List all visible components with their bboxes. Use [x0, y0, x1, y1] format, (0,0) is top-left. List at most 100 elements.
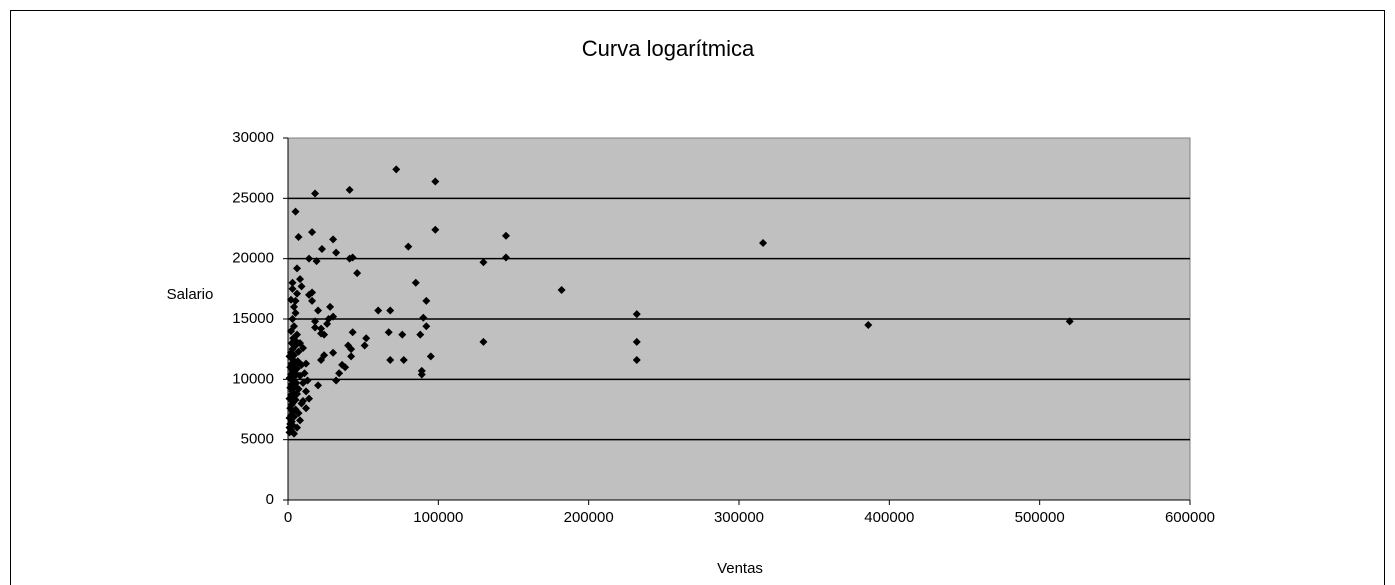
x-tick-label: 600000 [1165, 509, 1215, 526]
point [326, 302, 335, 311]
point [501, 253, 510, 262]
y-axis-label: Salario [167, 286, 214, 303]
point [557, 286, 566, 295]
point [299, 343, 308, 352]
point [392, 165, 401, 174]
point [297, 282, 306, 291]
x-tick-label: 0 [284, 509, 292, 526]
point [362, 334, 371, 343]
point [431, 225, 440, 234]
point [300, 369, 309, 378]
point [416, 330, 425, 339]
point [348, 328, 357, 337]
point [291, 207, 300, 216]
point [335, 369, 344, 378]
point [294, 384, 303, 393]
point [386, 306, 395, 315]
point [294, 347, 303, 356]
point [422, 296, 431, 305]
x-tick-label: 500000 [1015, 509, 1065, 526]
point [296, 416, 305, 425]
point [329, 235, 338, 244]
point [479, 337, 488, 346]
point [345, 185, 354, 194]
point [290, 429, 299, 438]
point [288, 278, 297, 287]
x-tick-label: 200000 [564, 509, 614, 526]
point [1065, 317, 1074, 326]
point [417, 370, 426, 379]
point [353, 269, 362, 278]
point [303, 376, 312, 385]
point [332, 248, 341, 257]
point [501, 231, 510, 240]
point [479, 258, 488, 267]
y-tick-label: 5000 [241, 431, 274, 448]
point [317, 245, 326, 254]
point [360, 341, 369, 350]
point [311, 323, 320, 332]
point [422, 322, 431, 331]
point [290, 412, 299, 421]
point [293, 289, 302, 298]
point [419, 313, 428, 322]
point [308, 296, 317, 305]
point [288, 315, 297, 323]
point [404, 242, 413, 251]
point [290, 322, 299, 331]
point [632, 337, 641, 346]
point [293, 423, 302, 432]
y-tick-label: 20000 [232, 250, 274, 267]
point [297, 399, 306, 408]
point [311, 317, 320, 326]
point [305, 254, 314, 263]
point [302, 359, 311, 368]
y-tick-label: 25000 [232, 189, 274, 206]
point [305, 394, 314, 403]
point [302, 404, 311, 413]
y-tick-label: 15000 [232, 310, 274, 327]
point [431, 177, 440, 186]
point [632, 310, 641, 319]
point [290, 302, 299, 311]
point [296, 275, 305, 284]
y-tick-label: 0 [266, 491, 274, 508]
point [312, 257, 321, 266]
point [314, 381, 323, 390]
point [314, 306, 323, 315]
point [374, 306, 383, 315]
point [344, 341, 353, 350]
point [332, 376, 341, 385]
point [323, 319, 332, 328]
point [317, 324, 326, 333]
point [293, 330, 302, 339]
point [308, 288, 317, 297]
point [426, 352, 435, 361]
point [294, 409, 303, 418]
point [287, 295, 296, 304]
point [317, 356, 326, 365]
x-tick-label: 300000 [714, 509, 764, 526]
point [411, 278, 420, 287]
x-tick-label: 100000 [413, 509, 463, 526]
point [290, 351, 299, 360]
point [338, 360, 347, 369]
y-tick-label: 10000 [232, 370, 274, 387]
point [291, 308, 300, 317]
point [632, 356, 641, 365]
x-tick-label: 400000 [864, 509, 914, 526]
x-axis-label: Ventas [717, 560, 763, 577]
point [288, 284, 297, 293]
point [291, 395, 300, 404]
point [759, 238, 768, 247]
point [308, 228, 317, 237]
point [317, 329, 326, 338]
chart-title: Curva logarítmica [582, 36, 755, 61]
point [345, 254, 354, 263]
point [399, 356, 408, 365]
point [293, 264, 302, 273]
point [398, 330, 407, 339]
point [329, 348, 338, 357]
point [386, 356, 395, 365]
